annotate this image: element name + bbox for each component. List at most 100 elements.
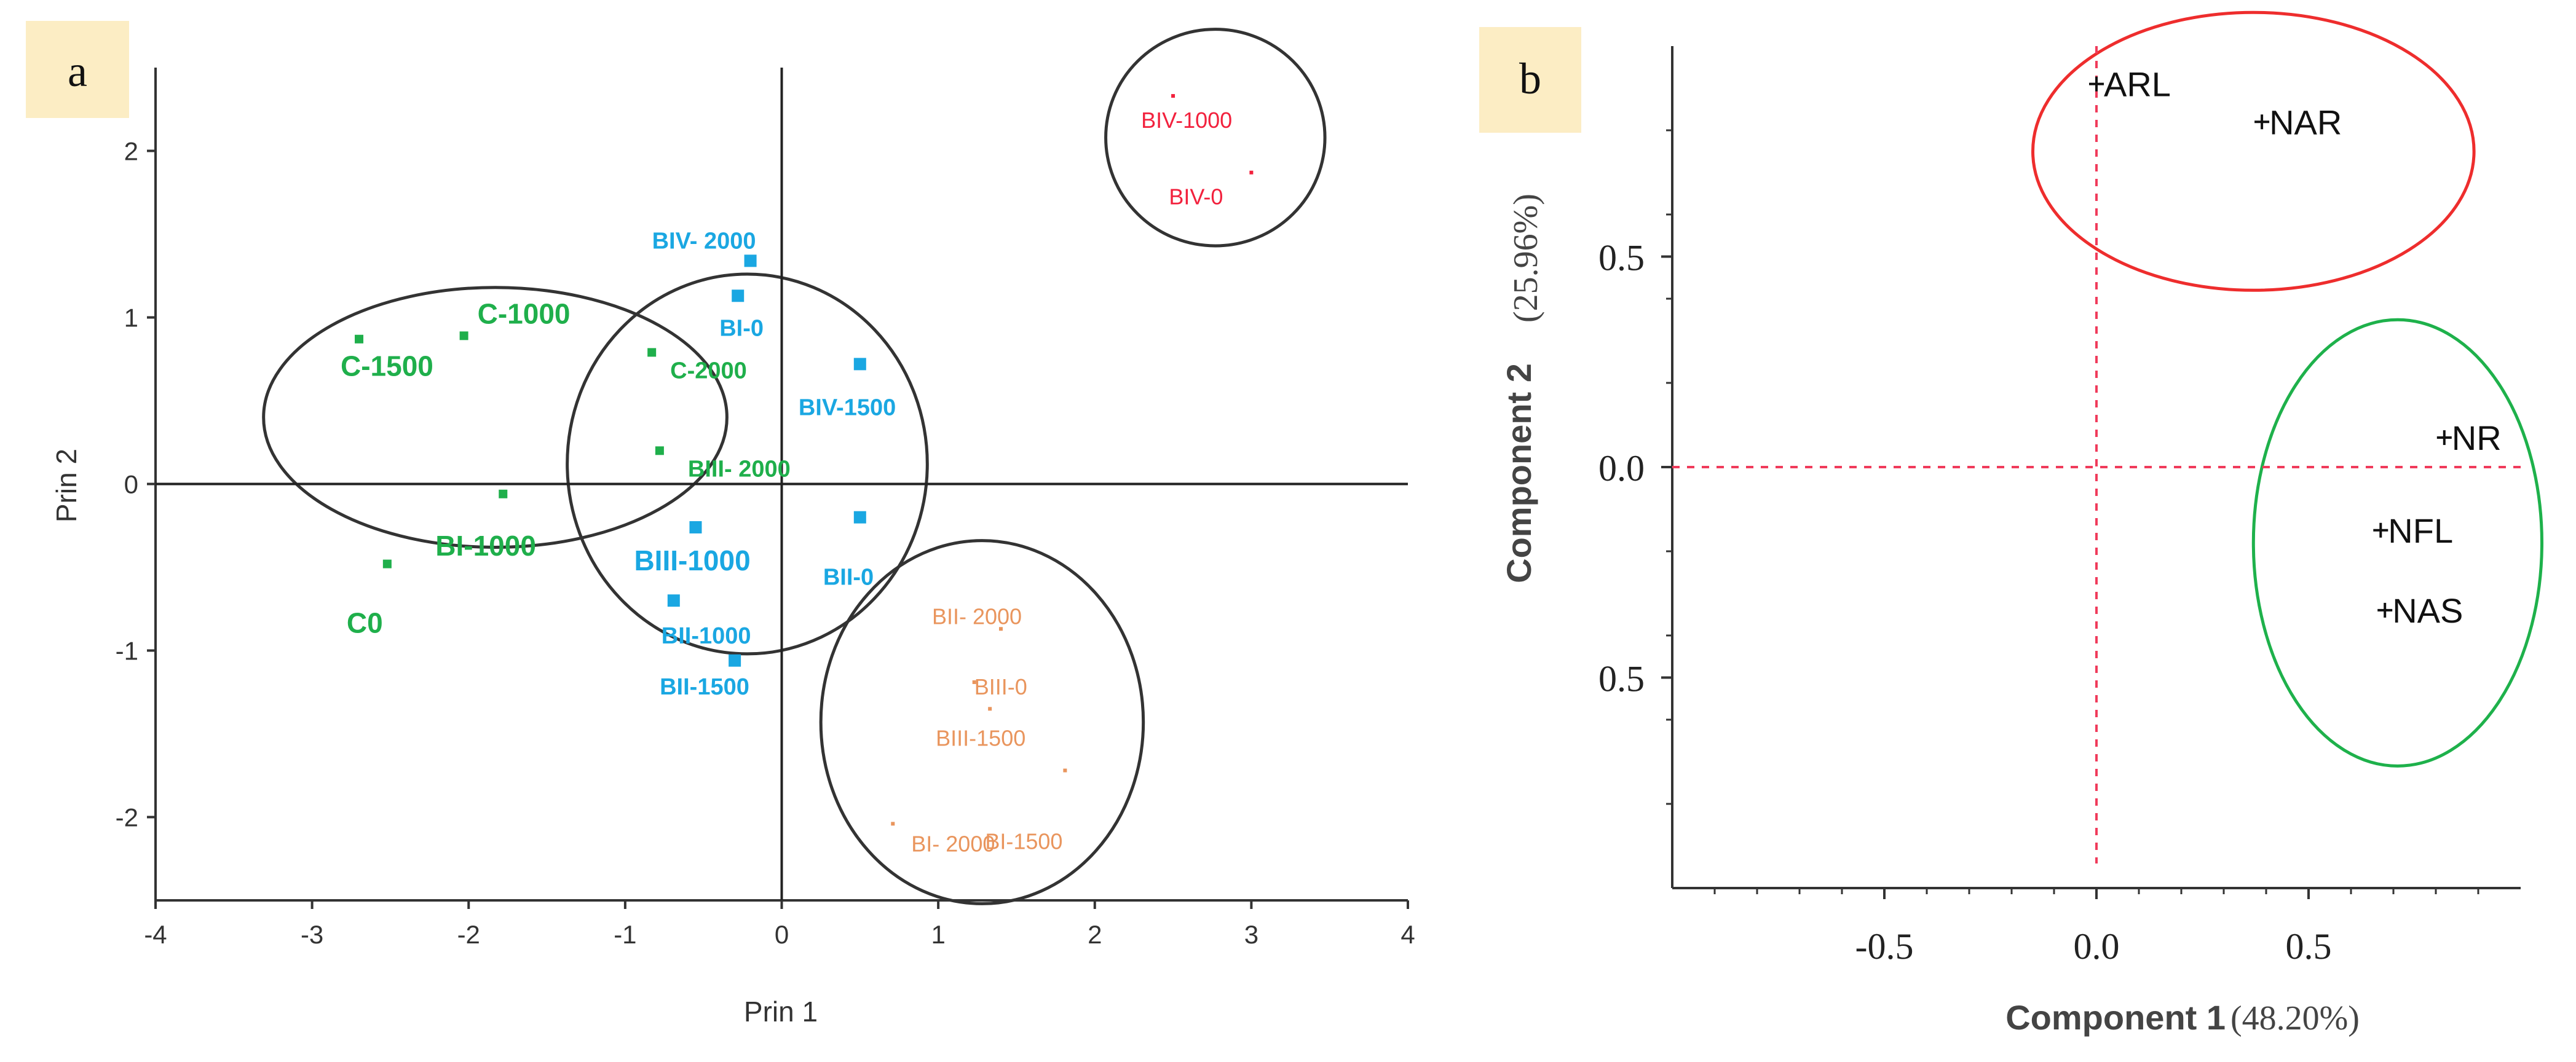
panel-a-point-label-biv-1500: BIV-1500	[799, 395, 896, 420]
panel-b-point-label-nr: NR	[2452, 419, 2502, 457]
panel-a-point-label-bi-0: BI-0	[719, 315, 764, 341]
panel-a-red-cluster-ring	[1104, 28, 1327, 248]
panel-a-axes: -4 -3 -2 -1 0 1 2 3 4 -2 -1 0 1 2	[116, 68, 1415, 949]
panel-a-x-tick-label: 3	[1244, 920, 1258, 949]
panel-b-y-axis-percent: (25.96%)	[1507, 194, 1545, 323]
panel-b-tag: b	[1479, 27, 1581, 133]
panel-b-variable-nar: NAR	[2254, 103, 2342, 141]
panel-a-point-label-biii-1500: BIII-1500	[936, 725, 1025, 750]
panel-b-y-axis-label: Component 2	[1499, 363, 1538, 583]
panel-a-x-tick-label: 0	[775, 920, 789, 949]
panel-a-x-axis-label: Prin 1	[744, 996, 818, 1028]
panel-a-x-tick-label: -1	[614, 920, 636, 949]
panel-a-point-biv-1000	[1171, 94, 1175, 98]
panel-b-tag-background	[1479, 27, 1581, 133]
panel-a-point-bii-1000	[667, 594, 680, 607]
panel-a-x-tick-label: 1	[931, 920, 945, 949]
panel-a-y-tick-label: 2	[124, 137, 138, 166]
panel-b-variable-nfl: NFL	[2373, 511, 2453, 550]
panel-a-point-label-bii-2000: BII- 2000	[932, 604, 1022, 629]
panel-b-variable-nas: NAS	[2377, 591, 2463, 630]
panel-a-point-bii-2000	[998, 627, 1003, 631]
panel-a-x-tick-label: 4	[1401, 920, 1415, 949]
panel-b-x-axis-label: Component 1	[2005, 998, 2226, 1037]
panel-a-point-bii-1500	[729, 654, 741, 667]
panel-b-x-tick-label: 0.5	[2286, 926, 2332, 967]
panel-a-series-blue-group: BIV- 2000 BI-0 BIV-1500 BII-0 BIII-1000 BII-1…	[634, 228, 896, 699]
panel-b-point-label-nfl: NFL	[2388, 511, 2453, 550]
panel-b-cluster-ellipses	[2031, 10, 2543, 768]
panel-b-y-tick-label: 0.0	[1598, 448, 1645, 489]
panel-b-y-tick-label: 0.5	[1598, 238, 1645, 278]
panel-b-point-label-nar: NAR	[2269, 103, 2342, 141]
panel-a-pca-scatter: a -4 -3 -2 -1 0 1 2 3 4 -2 -1 0 1 2 C-1500 C-1000 C-200…	[26, 21, 1415, 1028]
panel-a-point-biii-0	[972, 680, 976, 684]
panel-a-label: a	[68, 47, 87, 96]
panel-b-loading-plot: -0.5 0.0 0.5 0.5 0.0 0.5 ARL NAR NR NFL NAS b Com…	[1479, 10, 2543, 1037]
panel-a-point-label-biv-0: BIV-0	[1169, 184, 1223, 210]
panel-b-variable-nr: NR	[2436, 419, 2502, 457]
panel-a-point-biii-2000	[655, 446, 664, 455]
panel-a-point-label-bi-1000: BI-1000	[435, 530, 536, 562]
panel-a-point-label-bii-1500: BII-1500	[660, 674, 749, 700]
panel-b-x-axis-percent: (48.20%)	[2230, 999, 2360, 1037]
panel-a-tag-background	[26, 21, 129, 118]
panel-a-point-label-c0: C0	[347, 607, 383, 639]
panel-b-x-tick-label: -0.5	[1855, 926, 1914, 967]
panel-a-cluster-rings	[262, 28, 1327, 905]
panel-a-y-tick-label: 1	[124, 304, 138, 332]
panel-a-point-label-bi-2000: BI- 2000	[911, 831, 995, 856]
panel-a-point-bi-2000	[891, 822, 895, 826]
panel-a-point-label-c-1000: C-1000	[478, 297, 571, 329]
panel-a-y-axis-label: Prin 2	[50, 449, 82, 522]
panel-b-point-label-nas: NAS	[2392, 591, 2463, 630]
panel-b-green-ellipse	[2251, 318, 2543, 768]
panel-b-label: b	[1519, 54, 1541, 103]
panel-a-point-biv-0	[1249, 170, 1254, 175]
panel-a-point-label-bi-1500: BI-1500	[985, 829, 1062, 854]
panel-a-point-label-biii-0: BIII-0	[974, 674, 1027, 699]
panel-a-point-label-c-2000: C-2000	[670, 358, 747, 384]
panel-a-point-label-biv-2000: BIV- 2000	[652, 228, 756, 254]
panel-b-point-label-arl: ARL	[2104, 65, 2171, 104]
panel-a-point-biv-2000	[744, 254, 757, 267]
panel-a-point-bii-0	[853, 511, 866, 524]
panel-a-point-bi-0	[732, 289, 745, 302]
panel-b-axes: -0.5 0.0 0.5 0.5 0.0 0.5	[1598, 46, 2521, 967]
panel-a-data-points: C-1500 C-1000 C-2000 BIII- 2000 BI-1000 C0 BIV…	[341, 94, 1254, 856]
panel-a-series-green-group: C-1500 C-1000 C-2000 BIII- 2000 BI-1000 C0	[341, 297, 791, 639]
panel-a-point-c-1500	[355, 334, 364, 344]
panel-a-blue-cluster-ring	[566, 272, 929, 656]
panel-a-point-bi-1500	[1063, 768, 1067, 773]
panel-b-x-tick-label: 0.0	[2074, 926, 2120, 967]
panel-b-red-ellipse	[2031, 10, 2476, 292]
panel-a-x-tick-label: -4	[144, 920, 167, 949]
panel-a-x-tick-label: -2	[457, 920, 480, 949]
panel-a-point-biv-1500	[853, 358, 866, 371]
panel-a-series-red-group: BIV-1000 BIV-0	[1141, 94, 1254, 210]
panel-b-data-points: ARL NAR NR NFL NAS	[2089, 65, 2502, 630]
panel-a-orange-cluster-ring	[819, 539, 1145, 905]
panel-a-y-tick-label: 0	[124, 470, 138, 499]
panel-a-point-label-biii-2000: BIII- 2000	[688, 456, 791, 482]
panel-a-x-tick-label: 2	[1088, 920, 1102, 949]
panel-a-tag: a	[26, 21, 129, 118]
panel-a-green-cluster-ring	[262, 286, 729, 549]
panel-a-point-c-1000	[459, 331, 468, 340]
panel-b-y-tick-label: 0.5	[1598, 659, 1645, 699]
panel-a-point-label-biii-1000: BIII-1000	[634, 545, 750, 576]
panel-b-variable-arl: ARL	[2089, 65, 2171, 104]
panel-a-y-tick-label: -2	[116, 803, 138, 832]
panel-a-point-label-biv-1000: BIV-1000	[1141, 108, 1232, 133]
panel-a-point-c0	[382, 559, 392, 568]
panel-a-point-label-c-1500: C-1500	[341, 350, 433, 382]
panel-a-point-biii-1000	[689, 521, 702, 533]
panel-a-point-bi-1000	[499, 489, 508, 498]
panel-a-point-label-bii-0: BII-0	[823, 565, 874, 591]
panel-a-point-label-bii-1000: BII-1000	[662, 623, 751, 649]
panel-a-x-tick-label: -3	[301, 920, 323, 949]
panel-a-y-tick-label: -1	[116, 637, 138, 666]
